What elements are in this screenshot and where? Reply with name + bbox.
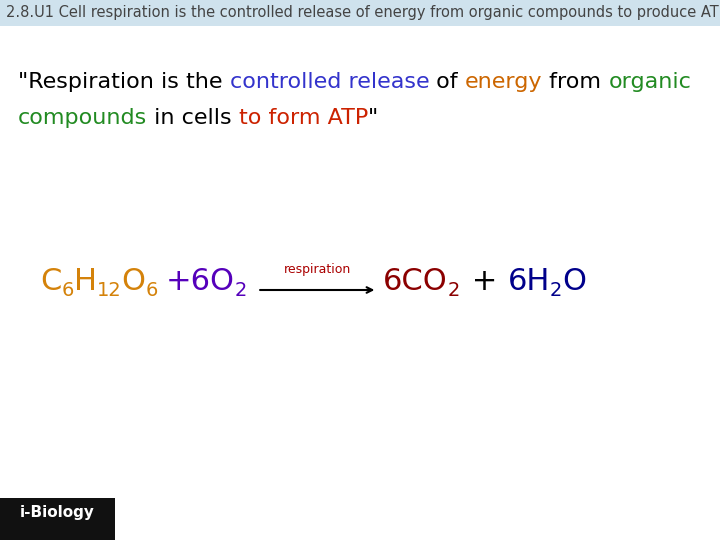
Text: 2: 2: [235, 281, 247, 300]
Text: 12: 12: [96, 281, 122, 300]
Text: 2.8.U1 Cell respiration is the controlled release of energy from organic compoun: 2.8.U1 Cell respiration is the controlle…: [6, 5, 720, 21]
Text: "Respiration is the: "Respiration is the: [18, 72, 230, 92]
Text: +: +: [462, 267, 508, 296]
Text: ": ": [368, 108, 379, 128]
Text: O: O: [562, 267, 586, 296]
Text: 2: 2: [550, 281, 562, 300]
Text: energy: energy: [465, 72, 542, 92]
Text: 6: 6: [61, 281, 73, 300]
Text: C: C: [40, 267, 61, 296]
Text: 6CO: 6CO: [383, 267, 448, 296]
Text: O: O: [122, 267, 145, 296]
Text: H: H: [73, 267, 96, 296]
Text: organic: organic: [608, 72, 691, 92]
Text: respiration: respiration: [284, 263, 351, 276]
Text: controlled release: controlled release: [230, 72, 429, 92]
Text: in cells: in cells: [148, 108, 239, 128]
Text: 6: 6: [145, 281, 158, 300]
Text: 2: 2: [448, 281, 460, 300]
Text: of: of: [429, 72, 465, 92]
Text: to form ATP: to form ATP: [239, 108, 368, 128]
Bar: [0, 0, 720, 26]
Text: from: from: [542, 72, 608, 92]
Text: +6O: +6O: [166, 267, 235, 296]
Text: compounds: compounds: [18, 108, 148, 128]
Bar: [0, 498, 115, 540]
Text: 6H: 6H: [508, 267, 550, 296]
Text: i-Biology: i-Biology: [20, 505, 95, 521]
